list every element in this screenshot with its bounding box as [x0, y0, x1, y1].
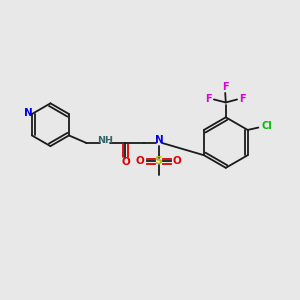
- Text: O: O: [136, 156, 145, 166]
- Text: F: F: [239, 94, 246, 104]
- Text: NH: NH: [97, 136, 112, 145]
- Text: O: O: [173, 156, 182, 166]
- Text: O: O: [121, 158, 130, 167]
- Text: F: F: [222, 82, 229, 92]
- Text: Cl: Cl: [261, 122, 272, 131]
- Text: F: F: [205, 94, 212, 104]
- Text: S: S: [155, 156, 163, 166]
- Text: N: N: [155, 136, 164, 146]
- Text: N: N: [24, 108, 32, 118]
